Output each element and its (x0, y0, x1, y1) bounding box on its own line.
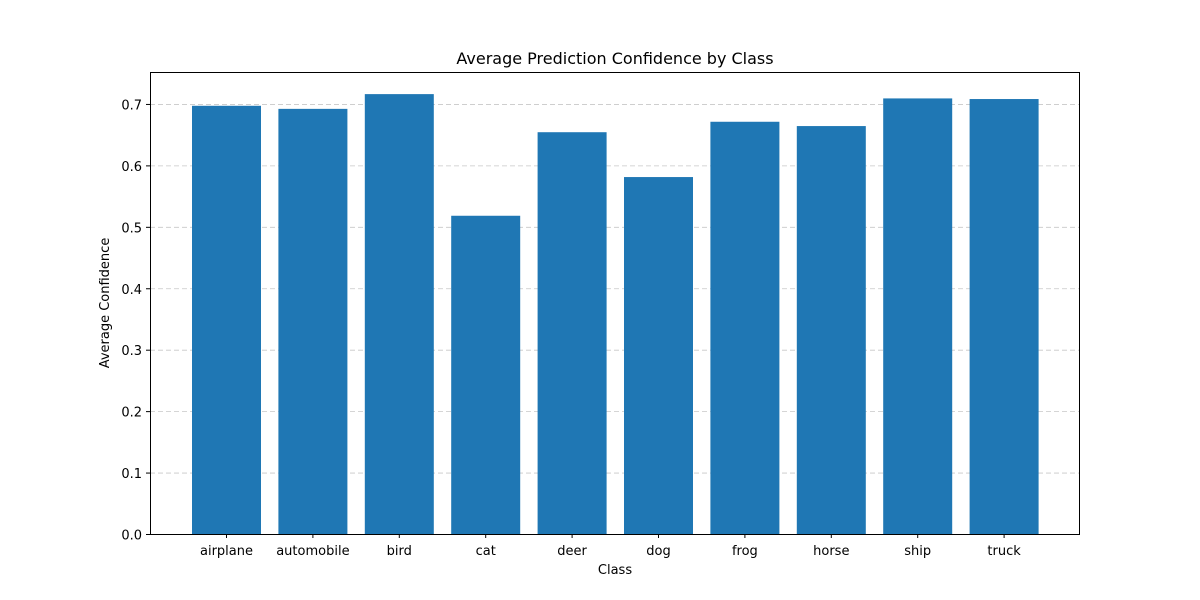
y-axis: 0.0 0.1 0.2 0.3 0.4 0.5 0.6 0.7 (121, 98, 150, 544)
plot-frame (150, 72, 1080, 535)
y-tick-label: 0.7 (121, 98, 142, 113)
x-tick-label-horse: horse (813, 544, 849, 559)
bar-cat (451, 215, 521, 535)
bar-airplane (192, 105, 261, 535)
chart-title: Average Prediction Confidence by Class (456, 49, 773, 68)
x-tick-label-frog: frog (732, 544, 758, 559)
bar-bird (364, 94, 434, 535)
x-tick-label-truck: truck (987, 544, 1021, 559)
x-tick-label-dog: dog (646, 544, 670, 559)
bar-deer (537, 132, 607, 534)
y-tick-label: 0.3 (121, 344, 142, 359)
bar-dog (624, 177, 693, 534)
bar-truck (969, 99, 1039, 534)
bar-frog (710, 121, 780, 534)
y-tick-label: 0.4 (121, 283, 142, 298)
y-tick-label: 0.1 (121, 467, 142, 482)
y-tick-label: 0.0 (121, 529, 142, 544)
y-tick-label: 0.5 (121, 221, 142, 236)
y-axis-label: Average Confidence (98, 238, 113, 369)
y-tick-label: 0.6 (121, 160, 142, 175)
x-tick-label-automobile: automobile (276, 544, 349, 559)
bars (192, 94, 1039, 535)
x-tick-label-ship: ship (904, 544, 931, 559)
x-tick-label-deer: deer (557, 544, 587, 559)
bar-automobile (278, 108, 348, 535)
x-tick-label-airplane: airplane (200, 544, 253, 559)
x-tick-label-bird: bird (387, 544, 412, 559)
x-tick-label-cat: cat (476, 544, 496, 559)
x-axis-label: Class (598, 563, 632, 578)
bar-ship (883, 98, 953, 535)
x-axis: airplane automobile bird cat deer dog frog hors… (200, 534, 1021, 559)
y-tick-label: 0.2 (121, 406, 142, 421)
bar-horse (796, 126, 866, 534)
